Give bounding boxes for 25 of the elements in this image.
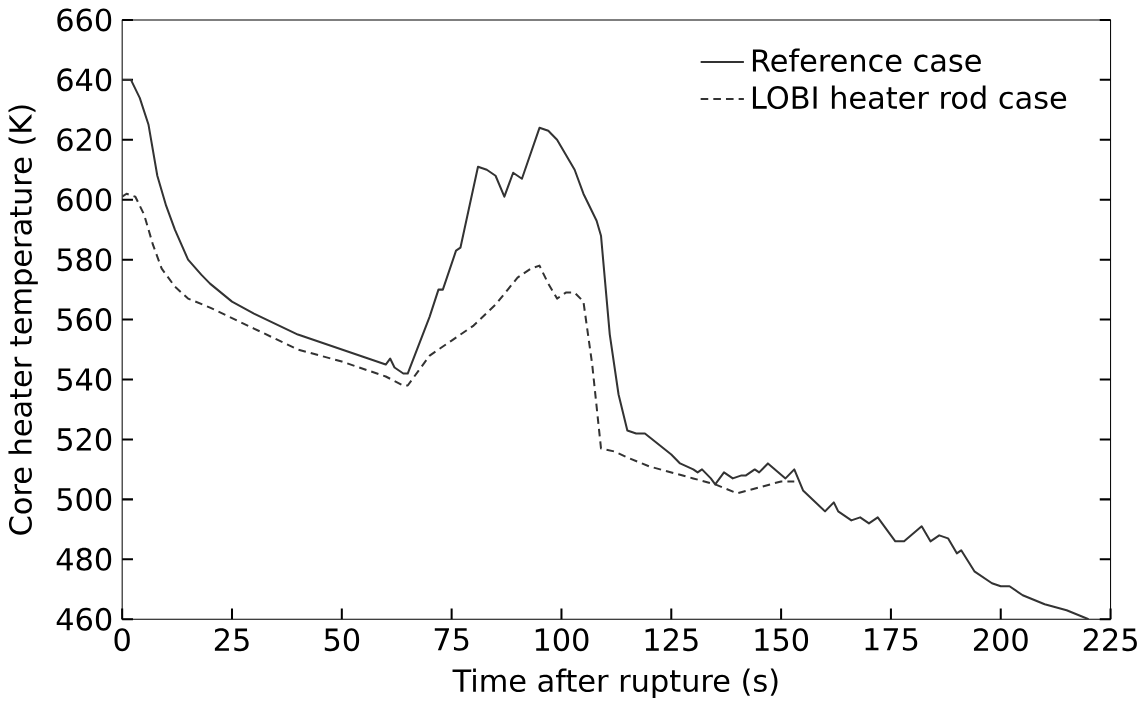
y-tick-label: 500 — [57, 487, 112, 511]
x-tick-label: 75 — [434, 627, 469, 651]
x-tick-label: 150 — [755, 627, 809, 651]
y-tick-label: 460 — [56, 607, 112, 631]
legend-label: LOBI heater rod case — [752, 85, 1067, 109]
x-tick-label: 50 — [324, 627, 360, 651]
y-tick-label: 540 — [57, 367, 112, 391]
x-tick-label: 175 — [865, 627, 918, 651]
y-tick-label: 640 — [57, 68, 112, 92]
y-tick-label: 600 — [57, 188, 112, 212]
y-tick-label: 580 — [57, 247, 112, 271]
y-axis-title: Core heater temperature (K) — [8, 105, 38, 535]
x-tick-label: 0 — [114, 627, 130, 651]
x-tick-label: 200 — [973, 627, 1028, 651]
y-tick-label: 520 — [57, 427, 112, 451]
x-tick-label: 125 — [645, 627, 698, 651]
x-tick-label: 100 — [535, 627, 589, 651]
y-tick-label: 480 — [56, 547, 112, 571]
y-tick-label: 660 — [57, 8, 112, 32]
y-tick-label: 620 — [57, 128, 112, 152]
y-tick-label: 560 — [57, 307, 112, 331]
legend-label: Reference case — [752, 48, 981, 72]
x-axis-title: Time after rupture (s) — [452, 668, 778, 698]
x-tick-label: 225 — [1083, 627, 1137, 651]
x-tick-label: 25 — [214, 627, 249, 651]
